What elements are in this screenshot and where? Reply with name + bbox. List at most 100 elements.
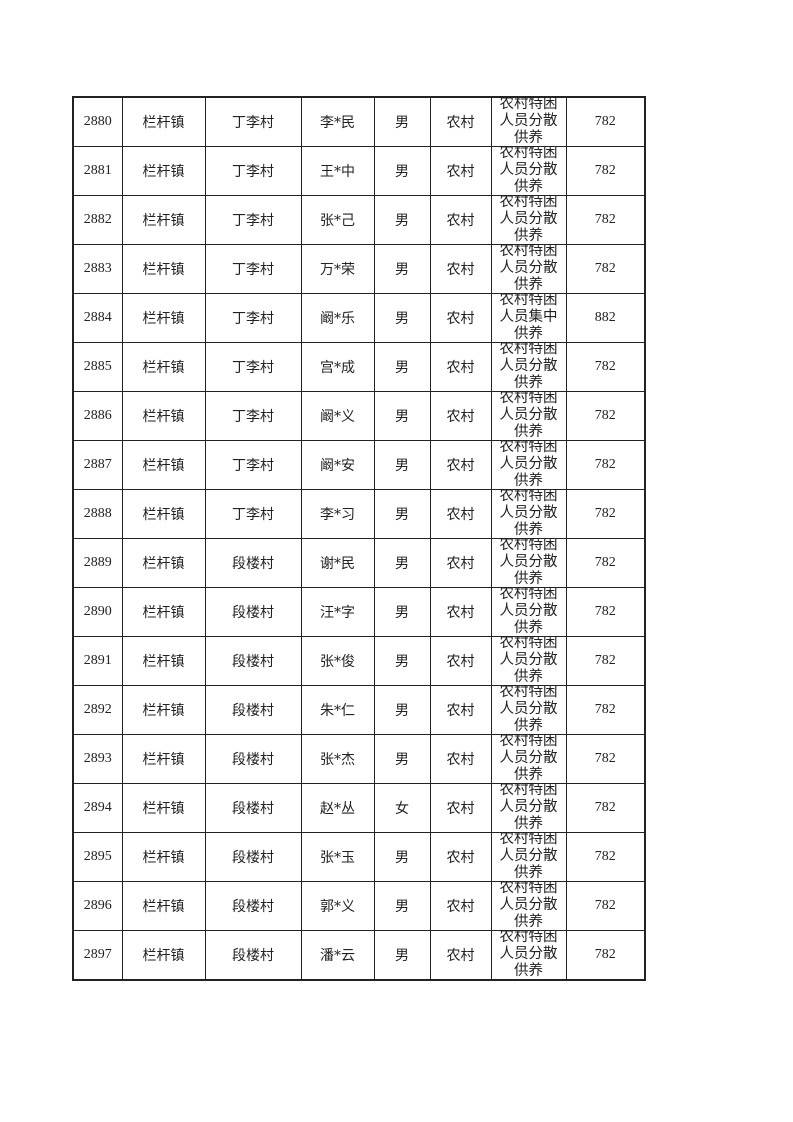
cell-support-type: 农村特困人员分散供养: [490, 440, 567, 490]
cell-row-index: 2885: [72, 342, 123, 392]
cell-household-type: 农村: [429, 636, 492, 686]
cell-village: 段楼村: [204, 685, 302, 735]
cell-support-type: 农村特困人员分散供养: [490, 195, 567, 245]
cell-town: 栏杆镇: [121, 96, 206, 147]
support-type-text: 农村特困人员分散供养: [499, 538, 558, 586]
cell-town: 栏杆镇: [121, 636, 206, 686]
cell-row-index: 2888: [72, 489, 123, 539]
cell-gender: 男: [373, 195, 431, 245]
cell-person-name: 王*中: [300, 146, 375, 196]
cell-household-type: 农村: [429, 391, 492, 441]
cell-village: 丁李村: [204, 195, 302, 245]
cell-town: 栏杆镇: [121, 391, 206, 441]
table-row: 2891 栏杆镇 段楼村 张*俊男农村 农村特困人员分散供养 782: [72, 636, 646, 686]
cell-gender: 男: [373, 440, 431, 490]
cell-village: 段楼村: [204, 832, 302, 882]
cell-village: 段楼村: [204, 881, 302, 931]
cell-person-name: 朱*仁: [300, 685, 375, 735]
records-table: 2880 栏杆镇 丁李村 李*民男农村 农村特困人员分散供养 782 2881 栏杆镇 丁李村王…: [72, 96, 646, 981]
cell-household-type: 农村: [429, 244, 492, 294]
cell-support-type: 农村特困人员分散供养: [490, 96, 567, 147]
cell-household-type: 农村: [429, 930, 492, 981]
cell-gender: 男: [373, 734, 431, 784]
cell-gender: 男: [373, 636, 431, 686]
cell-row-index: 2896: [72, 881, 123, 931]
cell-village: 丁李村: [204, 244, 302, 294]
cell-town: 栏杆镇: [121, 783, 206, 833]
cell-town: 栏杆镇: [121, 146, 206, 196]
cell-support-type: 农村特困人员分散供养: [490, 832, 567, 882]
cell-support-type: 农村特困人员分散供养: [490, 636, 567, 686]
support-type-text: 农村特困人员分散供养: [499, 146, 558, 194]
support-type-text: 农村特困人员分散供养: [499, 881, 558, 929]
cell-household-type: 农村: [429, 538, 492, 588]
table-row: 2892 栏杆镇 段楼村 朱*仁男农村 农村特困人员分散供养 782: [72, 685, 646, 735]
cell-support-type: 农村特困人员分散供养: [490, 783, 567, 833]
cell-gender: 男: [373, 587, 431, 637]
cell-amount: 782: [565, 930, 646, 981]
cell-household-type: 农村: [429, 96, 492, 147]
support-type-text: 农村特困人员分散供养: [499, 244, 558, 292]
cell-household-type: 农村: [429, 342, 492, 392]
table-row: 2886 栏杆镇 丁李村 阚*义男农村 农村特困人员分散供养 782: [72, 391, 646, 441]
cell-row-index: 2894: [72, 783, 123, 833]
cell-town: 栏杆镇: [121, 587, 206, 637]
table-row: 2895 栏杆镇 段楼村 张*玉男农村 农村特困人员分散供养 782: [72, 832, 646, 882]
cell-amount: 782: [565, 342, 646, 392]
cell-gender: 男: [373, 538, 431, 588]
support-type-text: 农村特困人员分散供养: [499, 685, 558, 733]
table-row: 2884 栏杆镇 丁李村 阚*乐男农村 农村特困人员集中供养 882: [72, 293, 646, 343]
table-row: 2887 栏杆镇 丁李村 阚*安男农村 农村特困人员分散供养 782: [72, 440, 646, 490]
cell-gender: 男: [373, 342, 431, 392]
cell-row-index: 2884: [72, 293, 123, 343]
cell-village: 丁李村: [204, 293, 302, 343]
cell-support-type: 农村特困人员分散供养: [490, 587, 567, 637]
cell-person-name: 汪*字: [300, 587, 375, 637]
cell-person-name: 张*杰: [300, 734, 375, 784]
cell-row-index: 2890: [72, 587, 123, 637]
cell-gender: 男: [373, 96, 431, 147]
support-type-text: 农村特困人员分散供养: [499, 832, 558, 880]
cell-person-name: 张*己: [300, 195, 375, 245]
cell-person-name: 潘*云: [300, 930, 375, 981]
cell-gender: 男: [373, 881, 431, 931]
cell-row-index: 2881: [72, 146, 123, 196]
cell-village: 段楼村: [204, 783, 302, 833]
cell-support-type: 农村特困人员分散供养: [490, 342, 567, 392]
support-type-text: 农村特困人员分散供养: [499, 930, 558, 977]
cell-amount: 782: [565, 783, 646, 833]
cell-amount: 782: [565, 685, 646, 735]
table-row: 2893 栏杆镇 段楼村 张*杰男农村 农村特困人员分散供养 782: [72, 734, 646, 784]
table-row: 2882 栏杆镇 丁李村 张*己男农村 农村特困人员分散供养 782: [72, 195, 646, 245]
table-row: 2896 栏杆镇 段楼村 郭*义男农村 农村特困人员分散供养 782: [72, 881, 646, 931]
cell-person-name: 李*民: [300, 96, 375, 147]
cell-support-type: 农村特困人员集中供养: [490, 293, 567, 343]
table-row: 2889 栏杆镇 段楼村 谢*民男农村 农村特困人员分散供养 782: [72, 538, 646, 588]
cell-amount: 782: [565, 832, 646, 882]
cell-person-name: 万*荣: [300, 244, 375, 294]
cell-village: 段楼村: [204, 538, 302, 588]
cell-person-name: 阚*义: [300, 391, 375, 441]
cell-town: 栏杆镇: [121, 440, 206, 490]
table-row: 2883 栏杆镇 丁李村 万*荣男农村 农村特困人员分散供养 782: [72, 244, 646, 294]
cell-village: 段楼村: [204, 636, 302, 686]
support-type-text: 农村特困人员分散供养: [499, 734, 558, 782]
cell-support-type: 农村特困人员分散供养: [490, 881, 567, 931]
support-type-text: 农村特困人员分散供养: [499, 440, 558, 488]
support-type-text: 农村特困人员分散供养: [499, 783, 558, 831]
cell-amount: 782: [565, 244, 646, 294]
cell-amount: 782: [565, 881, 646, 931]
table-row: 2885 栏杆镇 丁李村 宫*成男农村 农村特困人员分散供养 782: [72, 342, 646, 392]
cell-town: 栏杆镇: [121, 832, 206, 882]
cell-village: 段楼村: [204, 587, 302, 637]
cell-town: 栏杆镇: [121, 342, 206, 392]
cell-support-type: 农村特困人员分散供养: [490, 538, 567, 588]
cell-row-index: 2880: [72, 96, 123, 147]
cell-person-name: 阚*安: [300, 440, 375, 490]
cell-household-type: 农村: [429, 195, 492, 245]
cell-gender: 男: [373, 391, 431, 441]
cell-gender: 男: [373, 244, 431, 294]
table-row: 2881 栏杆镇 丁李村 王*中男农村 农村特困人员分散供养 782: [72, 146, 646, 196]
support-type-text: 农村特困人员分散供养: [499, 587, 558, 635]
support-type-text: 农村特困人员分散供养: [499, 489, 558, 537]
